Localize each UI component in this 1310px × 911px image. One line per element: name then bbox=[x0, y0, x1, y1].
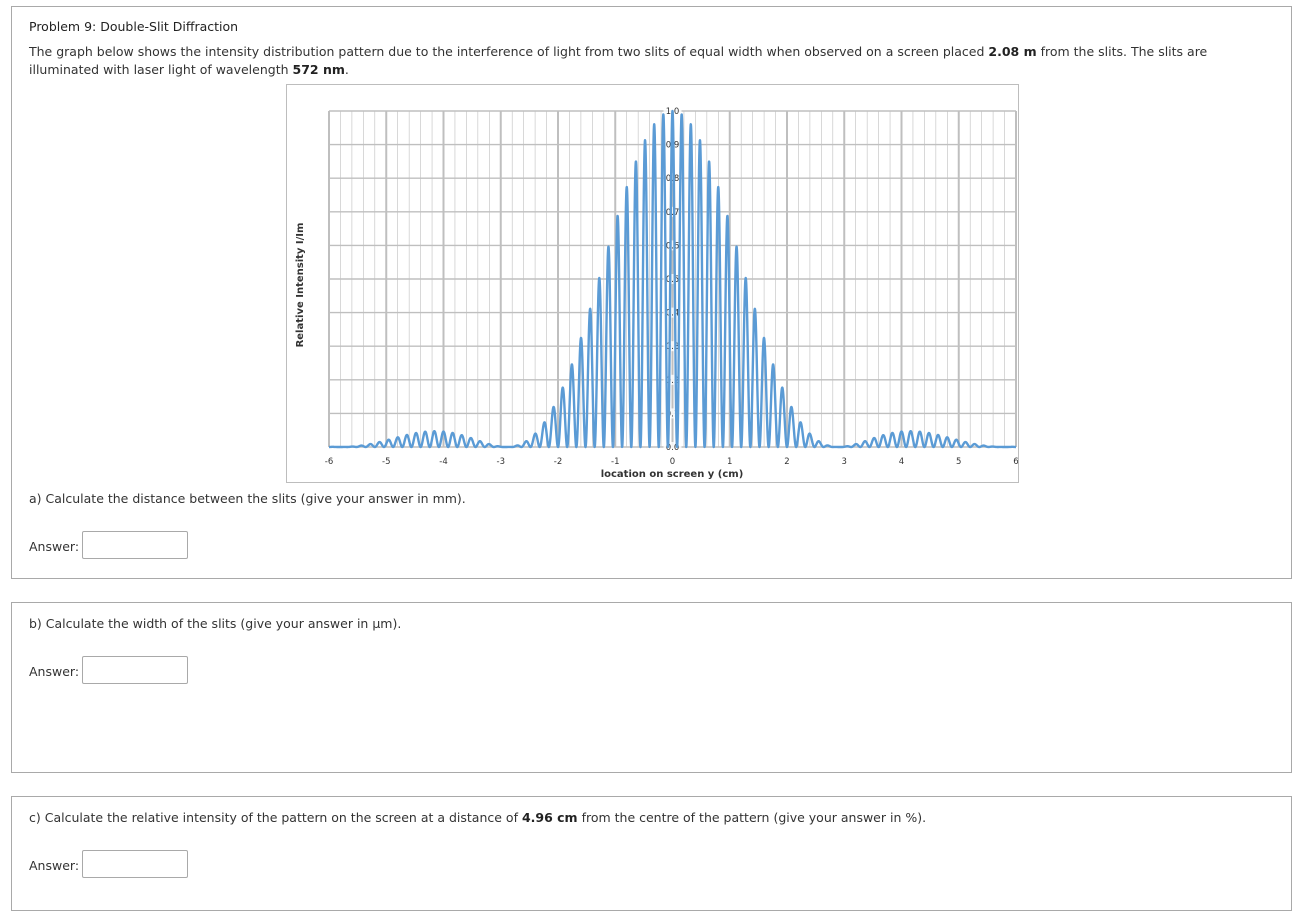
y-tick-label-bg bbox=[663, 341, 682, 352]
x-tick-label: -3 bbox=[497, 457, 505, 467]
y-tick-label-bg bbox=[663, 307, 682, 318]
y-tick-label: 0.0 bbox=[666, 443, 680, 453]
chart-svg: 0.00.10.20.30.40.50.60.70.80.91.0 -6 -5 -4… bbox=[295, 106, 1018, 480]
y-tick-label: 0.7 bbox=[666, 208, 680, 218]
intensity-chart: 0.0 0.1 0.2 0.3 0.4 0.5 0.6 0.7 0.8 0.9 1.0 -6 -5 -4… bbox=[286, 84, 1019, 483]
y-tick-label: 0.2 bbox=[666, 376, 680, 386]
answer-a-input[interactable] bbox=[82, 531, 188, 559]
answer-c-input[interactable] bbox=[82, 850, 188, 878]
x-tick-label: 2 bbox=[784, 457, 789, 467]
question-b-text: b) Calculate the width of the slits (giv… bbox=[29, 616, 402, 631]
y-tick-label-bg bbox=[663, 442, 682, 452]
intro-text-1: The graph below shows the intensity dist… bbox=[29, 44, 989, 59]
y-tick-label-bg bbox=[663, 240, 682, 251]
answer-b-label: Answer: bbox=[29, 664, 80, 679]
y-tick-label-bg bbox=[663, 206, 682, 217]
x-tick-label: 0 bbox=[670, 457, 675, 467]
query-distance: 4.96 cm bbox=[521, 810, 578, 825]
y-tick-label: 0.8 bbox=[666, 174, 680, 184]
y-tick-label-bg bbox=[663, 408, 682, 419]
question-c-text-1: c) Calculate the relative intensity of t… bbox=[29, 810, 522, 825]
y-tick-label-bg bbox=[663, 374, 682, 385]
question-panel-c: c) Calculate the relative intensity of t… bbox=[11, 796, 1292, 911]
x-tick-label: 6 bbox=[1013, 457, 1018, 467]
x-axis-ticks: -6 -5 -4 -3 -2 -1 0 1 2 3 4 5 6 bbox=[325, 457, 1018, 467]
intro-text-3: . bbox=[344, 62, 349, 77]
problem-intro: The graph below shows the intensity dist… bbox=[29, 43, 1274, 79]
answer-a-label: Answer: bbox=[29, 539, 80, 554]
y-tick-label-bg bbox=[663, 173, 682, 184]
y-tick-label: 0.4 bbox=[666, 309, 680, 319]
question-panel-a: Problem 9: Double-Slit Diffraction The g… bbox=[11, 6, 1292, 579]
intensity-curve bbox=[327, 109, 1018, 449]
x-tick-label: 4 bbox=[899, 457, 904, 467]
x-tick-label: -2 bbox=[554, 457, 562, 467]
answer-b-input[interactable] bbox=[82, 656, 188, 684]
intro-text-2: from the slits. The slits are illuminate… bbox=[29, 44, 1208, 77]
screen-distance: 2.08 m bbox=[988, 44, 1037, 59]
question-c-text-2: from the centre of the pattern (give you… bbox=[577, 810, 927, 825]
problem-title: Problem 9: Double-Slit Diffraction bbox=[29, 19, 239, 34]
y-tick-label: 0.5 bbox=[666, 275, 680, 285]
question-c-text: c) Calculate the relative intensity of t… bbox=[29, 810, 926, 825]
x-tick-label: 5 bbox=[956, 457, 961, 467]
laser-wavelength: 572 nm bbox=[292, 62, 345, 77]
x-tick-label: 1 bbox=[727, 457, 732, 467]
x-tick-label: -6 bbox=[325, 457, 333, 467]
x-tick-label: -5 bbox=[382, 457, 390, 467]
y-tick-label: 0.6 bbox=[666, 241, 680, 251]
x-axis-label: location on screen y (cm) bbox=[601, 469, 744, 480]
question-panel-b: b) Calculate the width of the slits (giv… bbox=[11, 602, 1292, 773]
question-a-text: a) Calculate the distance between the sl… bbox=[29, 491, 466, 506]
y-axis-label: Relative Intensity I/Im bbox=[295, 223, 306, 348]
y-tick-label-bg bbox=[663, 274, 682, 284]
x-tick-label: 3 bbox=[842, 457, 847, 467]
x-tick-label: -4 bbox=[439, 457, 447, 467]
y-tick-label: 0.1 bbox=[666, 409, 680, 419]
x-tick-label: -1 bbox=[611, 457, 619, 467]
answer-c-label: Answer: bbox=[29, 858, 80, 873]
y-tick-label: 0.3 bbox=[666, 342, 680, 352]
